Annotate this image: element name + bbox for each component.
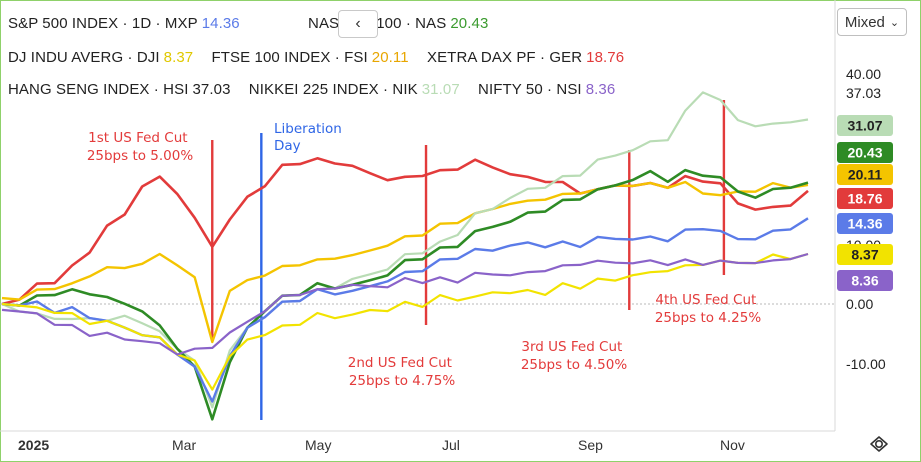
legend-label: FTSE 100 INDEX · FSI xyxy=(211,49,368,66)
series-line-ftse-100-index-fsi xyxy=(1,180,809,344)
last-value-badge: 18.76 xyxy=(837,188,893,209)
legend-item-dax[interactable]: XETRA DAX PF · GER 18.76 xyxy=(427,49,624,66)
badge-label: 8.36 xyxy=(851,273,878,289)
y-tick-label: 0.00 xyxy=(846,296,873,312)
previous-button[interactable]: ‹ xyxy=(338,10,378,38)
x-tick-label: 2025 xyxy=(18,437,49,453)
legend-item-dji[interactable]: DJ INDU AVERG · DJI 8.37 xyxy=(8,49,193,66)
legend-item-nifty[interactable]: NIFTY 50 · NSI 8.36 xyxy=(478,81,615,98)
badge-background xyxy=(837,164,893,185)
legend-label: NIKKEI 225 INDEX · NIK xyxy=(248,81,418,98)
series-line-dj-indu-averg-dji xyxy=(1,252,809,391)
x-tick-label: Mar xyxy=(172,437,196,453)
scale-mode-dropdown[interactable]: Mixed ⌄ xyxy=(837,8,907,36)
x-tick-label: Jul xyxy=(442,437,460,453)
x-axis: 2025 Mar May Jul Sep Nov xyxy=(18,437,745,453)
chevron-left-icon: ‹ xyxy=(355,15,361,32)
legend-item-sp500[interactable]: S&P 500 INDEX · 1D · MXP 14.36 xyxy=(8,15,240,32)
legend-label: DJ INDU AVERG · DJI xyxy=(8,49,160,66)
legend-item-ftse[interactable]: FTSE 100 INDEX · FSI 20.11 xyxy=(212,49,409,66)
last-value-badge: 8.37 xyxy=(837,244,893,265)
legend-value: 20.43 xyxy=(450,15,489,32)
annotation-layer: 1st US Fed Cut 25bps to 5.00% Liberation… xyxy=(87,121,762,389)
scale-mode-label: Mixed xyxy=(844,13,885,31)
badge-label: 31.07 xyxy=(847,118,882,134)
last-value-badge: 31.07 xyxy=(837,115,893,136)
badge-background xyxy=(837,270,893,291)
chevron-down-icon: ⌄ xyxy=(889,16,900,29)
legend-value: 31.07 xyxy=(421,81,460,98)
last-value-badge: 8.36 xyxy=(837,270,893,291)
eye-settings-icon xyxy=(870,436,888,452)
legend-value: 18.76 xyxy=(586,49,625,66)
badge-background xyxy=(837,213,893,234)
badge-label: 20.11 xyxy=(848,167,882,183)
badge-label: 20.43 xyxy=(847,145,882,161)
annotation-3rd-fed-cut: 3rd US Fed Cut 25bps to 4.50% xyxy=(521,339,628,373)
series-line-nasdaq-100-nas xyxy=(1,168,809,421)
legend-value: 8.37 xyxy=(163,49,194,66)
chart-settings-button[interactable] xyxy=(866,431,892,457)
last-value-badges: 31.07 20.43 20.11 18.76 14.36 8.37 8.36 xyxy=(837,115,893,291)
series-layer xyxy=(1,91,809,421)
badge-label: 14.36 xyxy=(847,216,882,232)
legend-row-2: DJ INDU AVERG · DJI 8.37 FTSE 100 INDEX ·… xyxy=(8,49,638,66)
annotation-1st-fed-cut: 1st US Fed Cut 25bps to 5.00% xyxy=(87,130,194,164)
legend-label: XETRA DAX PF · GER xyxy=(426,49,583,66)
x-tick-label: May xyxy=(305,437,331,453)
legend-item-nikkei[interactable]: NIKKEI 225 INDEX · NIK 31.07 xyxy=(249,81,460,98)
legend-value: 8.36 xyxy=(585,81,616,98)
x-tick-label: Nov xyxy=(720,437,745,453)
badge-background xyxy=(837,244,893,265)
badge-label: 8.37 xyxy=(851,247,878,263)
legend-value: 37.03 xyxy=(192,81,231,98)
legend-label: HANG SENG INDEX · HSI xyxy=(8,81,189,98)
last-value-badge: 20.43 xyxy=(837,142,893,163)
x-tick-label: Sep xyxy=(578,437,603,453)
last-value-badge: 20.11 xyxy=(837,164,893,185)
annotation-4th-fed-cut: 4th US Fed Cut 25bps to 4.25% xyxy=(655,292,762,326)
series-line-nikkei-225-index-nik xyxy=(1,91,809,409)
badge-background xyxy=(837,115,893,136)
legend-label: S&P 500 INDEX · 1D · MXP xyxy=(8,15,198,32)
legend-value: 20.11 xyxy=(371,49,409,66)
badge-label: 18.76 xyxy=(847,191,882,207)
legend-row-3: HANG SENG INDEX · HSI 37.03 NIKKEI 225 IN… xyxy=(8,81,629,98)
series-line-xetra-dax-pf-ger xyxy=(1,157,809,306)
y-tick-label: -10.00 xyxy=(846,356,886,372)
last-value-badge: 14.36 xyxy=(837,213,893,234)
annotation-liberation-day: Liberation Day xyxy=(274,121,346,154)
badge-background xyxy=(837,188,893,209)
y-tick-label: 40.00 xyxy=(846,66,881,82)
badge-background xyxy=(837,142,893,163)
annotation-2nd-fed-cut: 2nd US Fed Cut 25bps to 4.75% xyxy=(348,355,457,389)
y-tick-label: 37.03 xyxy=(846,85,881,101)
legend-label: NIFTY 50 · NSI xyxy=(478,81,582,98)
legend-item-hsi[interactable]: HANG SENG INDEX · HSI 37.03 xyxy=(8,81,231,98)
legend-value: 14.36 xyxy=(201,15,240,32)
series-line-nifty-50-nsi xyxy=(1,252,809,356)
